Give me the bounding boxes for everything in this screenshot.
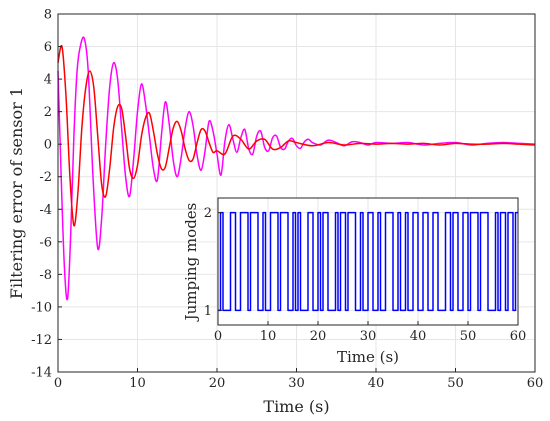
- inset-x-tick-label: 50: [460, 329, 477, 344]
- inset-x-tick-label: 40: [410, 329, 427, 344]
- inset-x-axis-label: Time (s): [337, 348, 399, 366]
- inset-y-tick-label: 2: [204, 206, 212, 221]
- main-series-group: [57, 36, 536, 301]
- inset-series-group: [218, 211, 518, 312]
- main-x-tick-label: 40: [368, 376, 385, 391]
- inset-x-tick-label: 10: [260, 329, 277, 344]
- inset-x-tick-label: 20: [310, 329, 327, 344]
- inset-y-tick-label: 1: [204, 304, 212, 319]
- main-y-tick-label: -4: [39, 203, 52, 218]
- main-y-tick-label: -12: [31, 333, 52, 348]
- inset-plot: 0 10 20 30 40 50 60 1 2 Time (s) Jumping modes: [182, 197, 527, 366]
- inset-x-tick-label: 60: [510, 329, 527, 344]
- main-x-tick-label: 0: [54, 376, 62, 391]
- main-y-tick-label: 8: [44, 8, 52, 23]
- main-y-axis-label: Filtering error of sensor 1: [7, 87, 26, 299]
- inset-series-line-1: [218, 211, 518, 312]
- main-y-tick-label: 6: [44, 40, 52, 55]
- main-x-tick-label: 50: [447, 376, 464, 391]
- main-y-tick-label: 0: [44, 138, 52, 153]
- main-y-tick-label: -14: [31, 366, 52, 381]
- main-y-tick-label: -8: [39, 268, 52, 283]
- main-y-tick-label: -10: [31, 300, 52, 315]
- main-x-tick-label: 10: [129, 376, 146, 391]
- inset-x-tick-label: 0: [214, 329, 222, 344]
- inset-y-axis-label: Jumping modes: [182, 203, 200, 323]
- main-y-tick-label: 4: [44, 73, 52, 88]
- inset-ticks: 0 10 20 30 40 50 60 1 2: [204, 206, 527, 344]
- main-x-axis-label: Time (s): [263, 397, 329, 416]
- main-x-tick-label: 30: [288, 376, 305, 391]
- main-y-tick-label: -6: [39, 235, 52, 250]
- main-y-tick-label: -2: [39, 170, 52, 185]
- main-x-tick-label: 20: [209, 376, 226, 391]
- inset-x-tick-label: 30: [360, 329, 377, 344]
- main-series-line-2: [57, 44, 536, 227]
- main-x-tick-label: 60: [527, 376, 544, 391]
- main-y-tick-label: 2: [44, 105, 52, 120]
